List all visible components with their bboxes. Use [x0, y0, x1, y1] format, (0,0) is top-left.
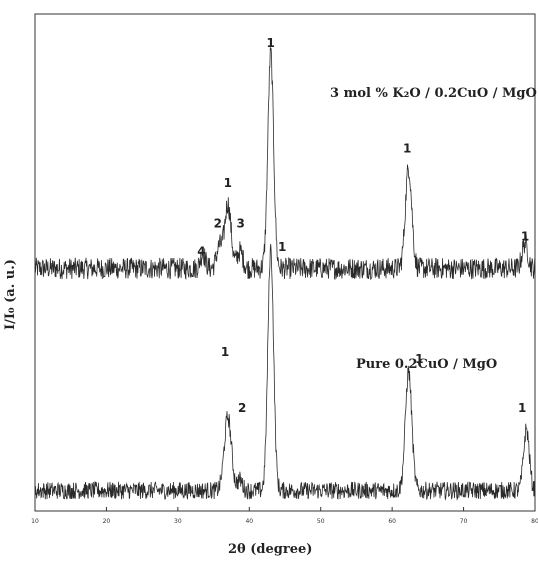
plot-frame: [34, 13, 536, 512]
traces: [34, 47, 536, 501]
peak-label-s0-2: 1: [224, 176, 232, 190]
x-tick-label-30: 30: [174, 518, 182, 525]
x-tick-label-50: 50: [317, 518, 325, 525]
peak-label-s0-1: 2: [214, 217, 222, 231]
x-tick-label-80: 80: [531, 518, 538, 525]
x-axis-ticks: 10 20 30 40 50 60 70 80: [31, 507, 538, 525]
x-axis-label: 2θ (degree): [228, 542, 312, 557]
x-tick-label-70: 70: [460, 518, 468, 525]
peak-label-s1-4: 1: [518, 401, 526, 415]
x-tick-label-60: 60: [388, 518, 396, 525]
peak-label-s0-0: 4: [197, 245, 205, 259]
x-tick-label-40: 40: [245, 518, 253, 525]
peak-label-s0-5: 1: [403, 141, 411, 155]
trace-series-1: [34, 243, 536, 501]
peak-label-s0-3: 3: [237, 217, 245, 231]
peak-label-s0-6: 1: [521, 230, 529, 244]
series-label-bottom: Pure 0.2CuO / MgO: [356, 357, 497, 372]
x-tick-label-20: 20: [103, 518, 111, 525]
peak-label-s1-2: 1: [278, 240, 286, 254]
peak-label-s1-1: 2: [238, 401, 246, 415]
trace-series-0: [34, 47, 536, 280]
peak-label-s1-0: 1: [221, 345, 229, 359]
peak-label-s1-3: 1: [415, 352, 423, 366]
x-tick-label-10: 10: [31, 518, 39, 525]
y-axis-label: I/I₀ (a. u.): [3, 259, 18, 330]
peak-label-s0-4: 1: [267, 36, 275, 50]
series-label-top: 3 mol % K₂O / 0.2CuO / MgO: [330, 86, 537, 101]
